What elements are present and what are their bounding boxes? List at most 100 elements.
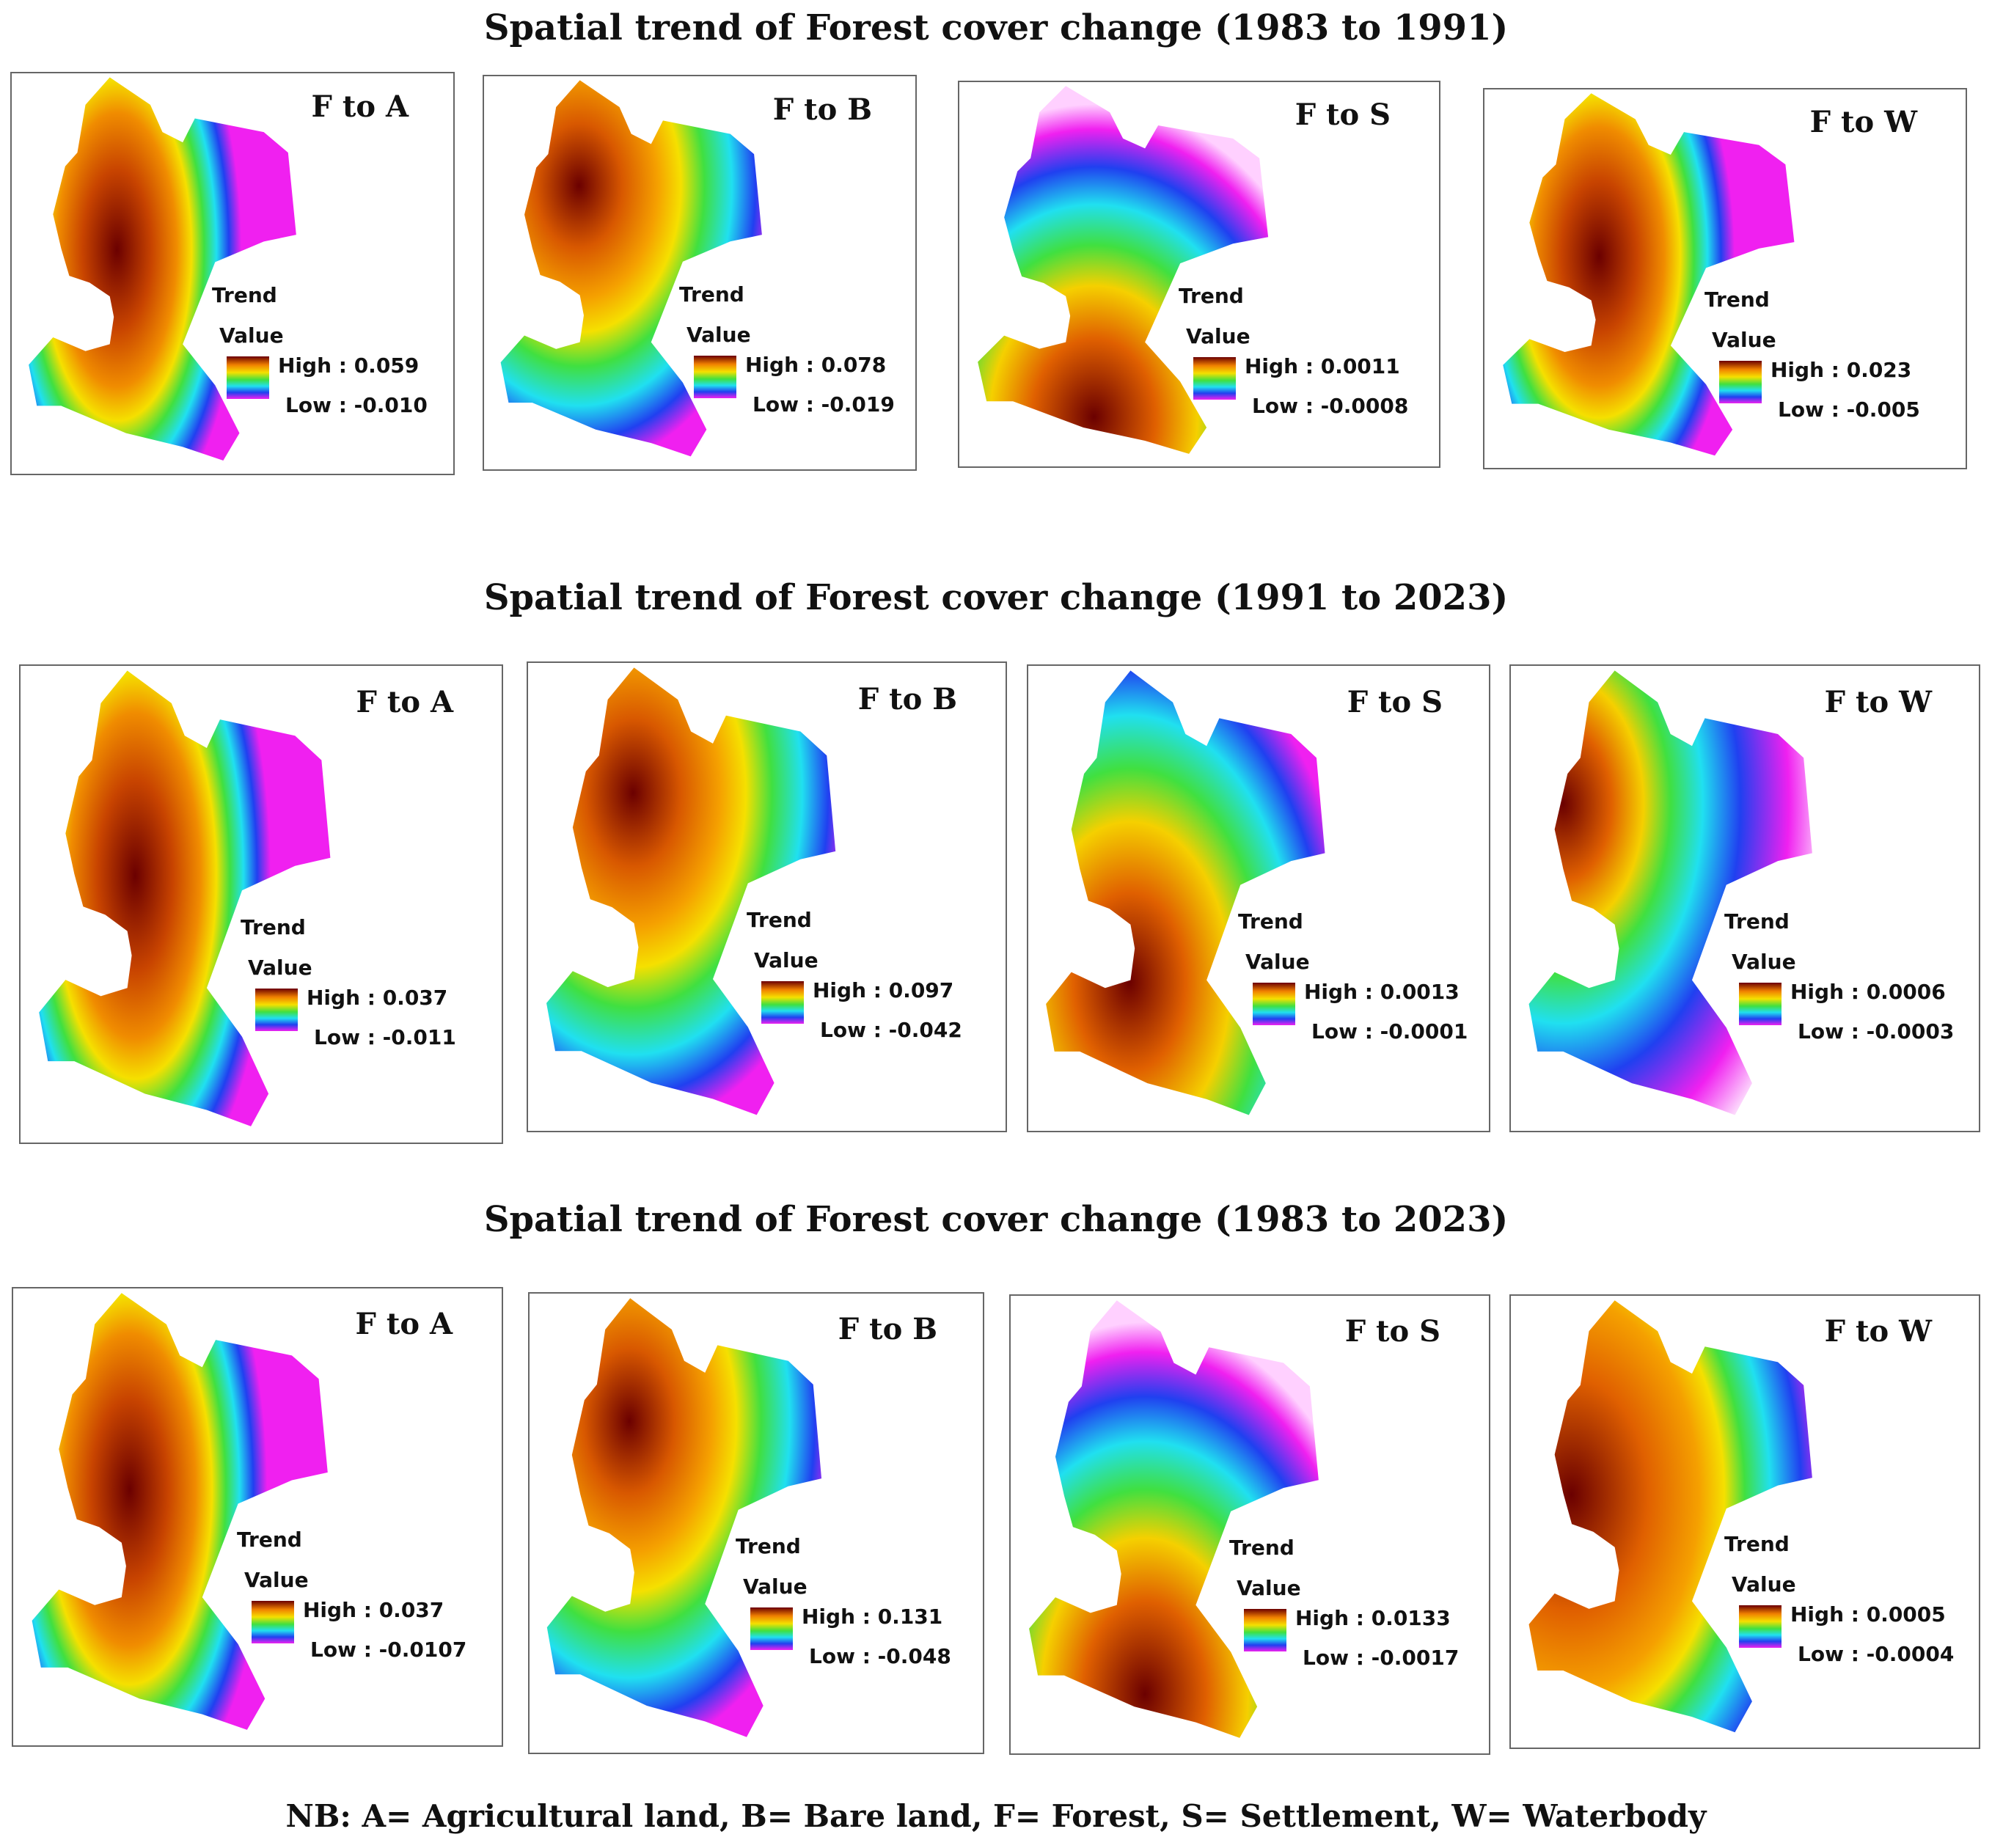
legend-high-value: High : 0.059 xyxy=(278,353,420,378)
legend-high-value: High : 0.131 xyxy=(802,1605,943,1629)
legend-title-trend: Trend xyxy=(1724,909,1790,934)
legend-title-trend: Trend xyxy=(1179,284,1244,308)
legend-color-ramp xyxy=(694,356,736,398)
legend-high-value: High : 0.0013 xyxy=(1304,980,1460,1004)
trend-legend: Trend Value High : 0.037 Low : -0.0107 xyxy=(237,1528,499,1739)
legend-high-value: High : 0.0006 xyxy=(1790,980,1946,1004)
trend-legend: Trend Value High : 0.0013 Low : -0.0001 xyxy=(1238,909,1487,1124)
panel-title: F to A xyxy=(311,89,409,124)
trend-legend: Trend Value High : 0.078 Low : -0.019 xyxy=(679,282,914,464)
trend-legend: Trend Value High : 0.0006 Low : -0.0003 xyxy=(1724,909,1977,1124)
legend-low-value: Low : -0.0004 xyxy=(1798,1642,1955,1666)
legend-title-trend: Trend xyxy=(1704,287,1770,312)
legend-high-value: High : 0.023 xyxy=(1771,358,1912,382)
legend-low-value: Low : -0.0003 xyxy=(1798,1019,1955,1044)
legend-low-value: Low : -0.005 xyxy=(1778,397,1920,422)
legend-low-value: Low : -0.0008 xyxy=(1252,394,1409,418)
legend-low-value: Low : -0.0107 xyxy=(310,1638,467,1662)
map-panel: F to A Trend Value High : 0.037 Low : -0.011 xyxy=(19,664,503,1144)
legend-title-value: Value xyxy=(244,1568,309,1592)
map-panel: F to A Trend Value High : 0.037 Low : -0.010… xyxy=(12,1287,503,1747)
panel-title: F to B xyxy=(772,92,872,127)
trend-legend: Trend Value High : 0.037 Low : -0.011 xyxy=(241,915,499,1136)
legend-title-value: Value xyxy=(1186,324,1251,348)
trend-legend: Trend Value High : 0.131 Low : -0.048 xyxy=(736,1534,981,1747)
legend-high-value: High : 0.0005 xyxy=(1790,1602,1946,1627)
legend-title-trend: Trend xyxy=(241,915,306,939)
row-title-3: Spatial trend of Forest cover change (19… xyxy=(483,1199,1509,1240)
legend-high-value: High : 0.037 xyxy=(307,986,448,1010)
legend-title-trend: Trend xyxy=(1229,1536,1295,1560)
panel-title: F to W xyxy=(1809,105,1917,139)
row-title-1: Spatial trend of Forest cover change (19… xyxy=(483,7,1509,48)
panel-title: F to A xyxy=(356,685,453,719)
legend-title-value: Value xyxy=(1245,950,1310,974)
legend-title-trend: Trend xyxy=(736,1534,801,1558)
legend-high-value: High : 0.0133 xyxy=(1295,1606,1451,1630)
legend-color-ramp xyxy=(1739,1605,1782,1648)
legend-color-ramp xyxy=(252,1601,294,1643)
legend-color-ramp xyxy=(1253,983,1295,1025)
map-panel: F to S Trend Value High : 0.0013 Low : -0.00… xyxy=(1027,664,1490,1132)
map-panel: F to S Trend Value High : 0.0011 Low : -0.00… xyxy=(958,81,1440,468)
map-panel: F to S Trend Value High : 0.0133 Low : -0.00… xyxy=(1009,1294,1490,1755)
panel-title: F to A xyxy=(355,1307,453,1341)
legend-low-value: Low : -0.042 xyxy=(820,1018,962,1042)
map-panel: F to W Trend Value High : 0.023 Low : -0.005 xyxy=(1483,88,1967,469)
legend-title-trend: Trend xyxy=(1724,1532,1790,1556)
panel-title: F to S xyxy=(1344,1314,1440,1349)
legend-title-value: Value xyxy=(743,1574,808,1599)
trend-legend: Trend Value High : 0.0133 Low : -0.0017 xyxy=(1229,1536,1487,1748)
panel-title: F to B xyxy=(857,682,957,716)
legend-title-value: Value xyxy=(754,948,819,972)
legend-title-value: Value xyxy=(1237,1576,1301,1600)
legend-color-ramp xyxy=(1719,361,1762,403)
legend-color-ramp xyxy=(761,981,804,1024)
legend-color-ramp xyxy=(1739,983,1782,1025)
legend-title-value: Value xyxy=(248,956,312,980)
row-title-2: Spatial trend of Forest cover change (19… xyxy=(483,577,1509,618)
legend-title-value: Value xyxy=(1732,1572,1796,1596)
legend-color-ramp xyxy=(1193,357,1236,400)
legend-color-ramp xyxy=(1244,1609,1286,1651)
legend-low-value: Low : -0.011 xyxy=(314,1025,456,1049)
legend-low-value: Low : -0.019 xyxy=(753,392,895,417)
legend-title-trend: Trend xyxy=(679,282,744,307)
panel-title: F to W xyxy=(1824,1314,1932,1349)
legend-low-value: Low : -0.010 xyxy=(285,393,428,417)
legend-title-trend: Trend xyxy=(212,283,277,307)
legend-high-value: High : 0.078 xyxy=(745,353,887,377)
panel-title: F to S xyxy=(1347,685,1443,719)
map-panel: F to W Trend Value High : 0.0005 Low : -0.00… xyxy=(1509,1294,1980,1749)
legend-color-ramp xyxy=(750,1607,793,1650)
trend-legend: Trend Value High : 0.097 Low : -0.042 xyxy=(747,908,1004,1124)
legend-title-trend: Trend xyxy=(1238,909,1303,934)
legend-high-value: High : 0.097 xyxy=(813,978,954,1002)
trend-legend: Trend Value High : 0.023 Low : -0.005 xyxy=(1704,287,1963,463)
map-panel: F to A Trend Value High : 0.059 Low : -0.010 xyxy=(10,72,455,475)
legend-title-value: Value xyxy=(219,323,284,348)
legend-low-value: Low : -0.0017 xyxy=(1303,1646,1460,1670)
trend-legend: Trend Value High : 0.0011 Low : -0.0008 xyxy=(1179,284,1437,462)
legend-color-ramp xyxy=(255,989,298,1031)
legend-title-value: Value xyxy=(1732,950,1796,974)
legend-title-value: Value xyxy=(686,323,751,347)
trend-legend: Trend Value High : 0.059 Low : -0.010 xyxy=(212,283,452,469)
panel-title: F to B xyxy=(838,1312,937,1346)
panel-title: F to S xyxy=(1295,98,1391,132)
map-panel: F to W Trend Value High : 0.0006 Low : -0.00… xyxy=(1509,664,1980,1132)
legend-high-value: High : 0.037 xyxy=(303,1598,444,1622)
map-panel: F to B Trend Value High : 0.097 Low : -0.042 xyxy=(527,661,1007,1132)
legend-color-ramp xyxy=(227,356,269,399)
legend-low-value: Low : -0.048 xyxy=(809,1644,951,1668)
legend-high-value: High : 0.0011 xyxy=(1245,354,1400,378)
map-panel: F to B Trend Value High : 0.078 Low : -0.019 xyxy=(483,75,917,471)
legend-title-trend: Trend xyxy=(237,1528,302,1552)
panel-title: F to W xyxy=(1824,685,1932,719)
legend-note: NB: A= Agricultural land, B= Bare land, … xyxy=(285,1798,1707,1834)
map-panel: F to B Trend Value High : 0.131 Low : -0.048 xyxy=(528,1292,984,1754)
legend-title-trend: Trend xyxy=(747,908,812,932)
trend-legend: Trend Value High : 0.0005 Low : -0.0004 xyxy=(1724,1532,1977,1741)
legend-low-value: Low : -0.0001 xyxy=(1311,1019,1468,1044)
legend-title-value: Value xyxy=(1712,328,1776,352)
